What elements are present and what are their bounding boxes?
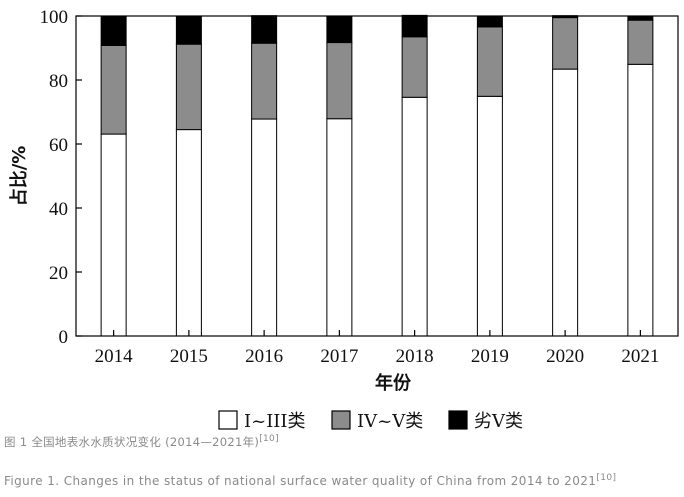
legend-swatch-2 (331, 410, 351, 430)
x-tick-label-2016: 2016 (245, 346, 283, 367)
legend: I~III类 IV~V类 劣V类 (218, 410, 523, 430)
x-tick-label-2015: 2015 (170, 346, 208, 367)
bar-segment-2015-s2 (175, 43, 202, 131)
bar-segment-2020-s1 (552, 68, 579, 337)
bar-segment-2017-s1 (326, 118, 353, 337)
bar-segment-2021-s3 (627, 15, 654, 21)
bar-segment-2014-s1 (100, 133, 127, 337)
x-axis-title: 年份 (375, 372, 412, 394)
bar-segment-2021-s1 (627, 63, 654, 337)
legend-label-2: IV~V类 (357, 411, 423, 430)
x-tick-label-2018: 2018 (396, 346, 434, 367)
bar-segment-2016-s3 (251, 15, 278, 44)
bar-segment-2014-s2 (100, 44, 127, 135)
caption-cn-text: 图 1 全国地表水水质状况变化 (2014—2021年) (4, 435, 260, 449)
stacked-bar-chart: 2014 2015 2016 2017 2018 2019 2020 2021 0 20 40 60… (8, 7, 679, 430)
bar-segment-2015-s1 (175, 129, 202, 337)
bar-segment-2020-s2 (552, 17, 579, 70)
bar-segment-2016-s1 (251, 118, 278, 337)
bar-segment-2015-s3 (175, 15, 202, 45)
y-tick-labels: 0 20 40 60 80 100 (40, 7, 69, 348)
caption-cn-ref: [10] (259, 434, 279, 445)
bar-segment-2018-s1 (401, 96, 428, 337)
x-tick-label-2019: 2019 (471, 346, 509, 367)
figure-caption-english: Figure 1. Changes in the status of natio… (4, 473, 617, 489)
y-tick-label-20: 20 (49, 263, 68, 284)
x-tick-label-2014: 2014 (95, 346, 134, 367)
x-tick-labels: 2014 2015 2016 2017 2018 2019 2020 2021 (95, 346, 660, 367)
bar-segment-2017-s2 (326, 42, 353, 120)
x-tick-label-2021: 2021 (621, 346, 659, 367)
bar-segment-2019-s3 (476, 15, 503, 28)
y-tick-label-0: 0 (59, 327, 69, 348)
legend-swatch-3 (448, 410, 468, 430)
caption-en-text: Figure 1. Changes in the status of natio… (4, 474, 597, 488)
plot-frame (75, 15, 679, 337)
bars-layer (100, 14, 654, 337)
y-tick-label-60: 60 (49, 135, 68, 156)
legend-label-3: 劣V类 (474, 411, 523, 430)
y-tick-label-40: 40 (49, 199, 68, 220)
bar-segment-2019-s1 (476, 95, 503, 337)
y-tick-label-100: 100 (40, 7, 69, 28)
legend-label-1: I~III类 (244, 411, 306, 430)
x-tick-label-2020: 2020 (546, 346, 584, 367)
bar-segment-2018-s2 (401, 36, 428, 98)
figure-caption-chinese: 图 1 全国地表水水质状况变化 (2014—2021年)[10] (4, 434, 279, 450)
bar-segment-2017-s3 (326, 15, 353, 44)
x-tick-label-2017: 2017 (320, 346, 358, 367)
bar-segment-2016-s2 (251, 42, 278, 120)
legend-swatch-1 (218, 410, 238, 430)
bar-segment-2014-s3 (100, 15, 127, 46)
y-tick-label-80: 80 (49, 71, 68, 92)
bar-segment-2021-s2 (627, 19, 654, 65)
axes-layer (75, 15, 679, 337)
bar-segment-2018-s3 (401, 14, 428, 38)
caption-en-ref: [10] (596, 473, 617, 483)
y-axis-title: 占比/% (8, 146, 30, 207)
bar-segment-2019-s2 (476, 26, 503, 97)
